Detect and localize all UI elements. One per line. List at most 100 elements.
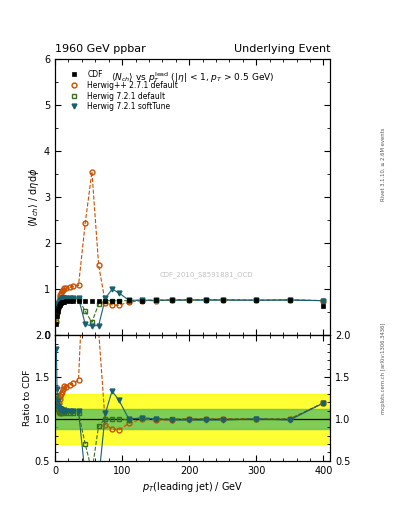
Herwig 7.2.1 softTune [76,295,81,301]
CDF [57,303,61,309]
Herwig 7.2.1 softTune [59,296,63,303]
CDF [220,296,225,303]
Herwig 7.2.1 default [204,296,208,303]
Herwig++ 2.7.1 default [103,300,108,306]
Text: 1960 GeV ppbar: 1960 GeV ppbar [55,44,146,54]
CDF [110,297,114,304]
CDF [59,300,63,306]
Herwig 7.2.1 softTune [62,295,67,301]
Herwig 7.2.1 default [116,297,121,304]
Herwig 7.2.1 default [59,297,63,304]
Herwig++ 2.7.1 default [59,290,63,296]
Herwig 7.2.1 default [187,296,191,303]
Herwig 7.2.1 softTune [55,306,59,312]
Herwig 7.2.1 default [140,297,145,303]
Herwig 7.2.1 softTune [90,323,94,329]
Herwig 7.2.1 softTune [64,295,69,301]
CDF [71,298,75,304]
Herwig++ 2.7.1 default [254,297,259,303]
CDF [140,297,145,304]
Herwig 7.2.1 default [254,297,259,303]
Herwig++ 2.7.1 default [57,297,61,304]
Herwig++ 2.7.1 default [57,294,62,301]
Herwig 7.2.1 default [59,296,64,303]
CDF [56,306,61,312]
Herwig 7.2.1 softTune [110,286,114,292]
CDF [62,298,67,305]
Text: CDF_2010_S8591881_OCD: CDF_2010_S8591881_OCD [160,271,253,278]
CDF [127,297,131,303]
Herwig 7.2.1 softTune [321,297,326,304]
CDF [116,297,121,304]
Herwig++ 2.7.1 default [153,297,158,304]
Herwig++ 2.7.1 default [170,297,175,303]
Herwig 7.2.1 default [57,300,62,306]
Herwig 7.2.1 softTune [55,303,60,309]
Herwig 7.2.1 softTune [54,311,59,317]
Herwig++ 2.7.1 default [187,296,191,303]
CDF [321,303,326,309]
Text: mcplots.cern.ch [arXiv:1306.3436]: mcplots.cern.ch [arXiv:1306.3436] [381,323,386,414]
Text: Underlying Event: Underlying Event [233,44,330,54]
Herwig++ 2.7.1 default [62,285,67,291]
Line: Herwig 7.2.1 default: Herwig 7.2.1 default [54,296,326,325]
Herwig 7.2.1 softTune [68,295,72,301]
Herwig 7.2.1 default [71,296,75,302]
Herwig 7.2.1 default [68,296,72,302]
Herwig 7.2.1 softTune [57,298,62,304]
Herwig 7.2.1 softTune [140,297,145,303]
Herwig 7.2.1 default [288,296,292,303]
X-axis label: $p_T$(leading jet) / GeV: $p_T$(leading jet) / GeV [142,480,243,494]
Herwig 7.2.1 default [127,297,131,304]
CDF [57,302,62,308]
Herwig 7.2.1 softTune [187,297,191,303]
Herwig 7.2.1 default [321,297,326,304]
Herwig 7.2.1 default [55,309,59,315]
Herwig++ 2.7.1 default [59,288,64,294]
Herwig++ 2.7.1 default [220,296,225,303]
Herwig 7.2.1 softTune [288,297,292,303]
Herwig 7.2.1 softTune [57,300,61,306]
Herwig 7.2.1 softTune [61,295,65,302]
CDF [64,298,69,304]
Herwig++ 2.7.1 default [204,296,208,303]
Herwig 7.2.1 default [56,302,61,308]
Herwig 7.2.1 softTune [220,297,225,303]
Herwig 7.2.1 softTune [170,297,175,303]
Herwig 7.2.1 softTune [71,295,75,301]
Herwig++ 2.7.1 default [54,319,59,326]
Herwig 7.2.1 softTune [116,290,121,296]
Herwig++ 2.7.1 default [288,296,292,303]
Herwig++ 2.7.1 default [55,310,59,316]
Line: Herwig++ 2.7.1 default: Herwig++ 2.7.1 default [54,169,326,325]
Herwig 7.2.1 default [153,297,158,303]
Herwig++ 2.7.1 default [55,306,60,312]
Herwig++ 2.7.1 default [64,285,69,291]
Herwig 7.2.1 default [83,308,88,314]
Herwig 7.2.1 softTune [83,321,88,327]
CDF [288,296,292,303]
CDF [76,298,81,304]
CDF [187,296,191,303]
Herwig 7.2.1 default [64,296,69,302]
CDF [61,298,65,305]
Herwig 7.2.1 default [57,301,61,307]
CDF [58,301,63,307]
Herwig 7.2.1 softTune [59,295,64,302]
Herwig++ 2.7.1 default [96,262,101,268]
Herwig 7.2.1 default [110,297,114,304]
Herwig++ 2.7.1 default [56,302,61,308]
Herwig++ 2.7.1 default [58,292,63,298]
Herwig 7.2.1 default [220,296,225,303]
Herwig 7.2.1 softTune [96,323,101,329]
Text: Rivet 3.1.10, ≥ 2.6M events: Rivet 3.1.10, ≥ 2.6M events [381,127,386,201]
Herwig 7.2.1 default [90,319,94,326]
CDF [54,321,59,327]
Herwig 7.2.1 softTune [58,297,63,303]
Herwig++ 2.7.1 default [83,220,88,226]
Herwig++ 2.7.1 default [116,302,121,308]
Herwig++ 2.7.1 default [90,168,94,175]
CDF [153,297,158,303]
Herwig 7.2.1 default [61,296,65,302]
Herwig 7.2.1 softTune [56,301,61,307]
